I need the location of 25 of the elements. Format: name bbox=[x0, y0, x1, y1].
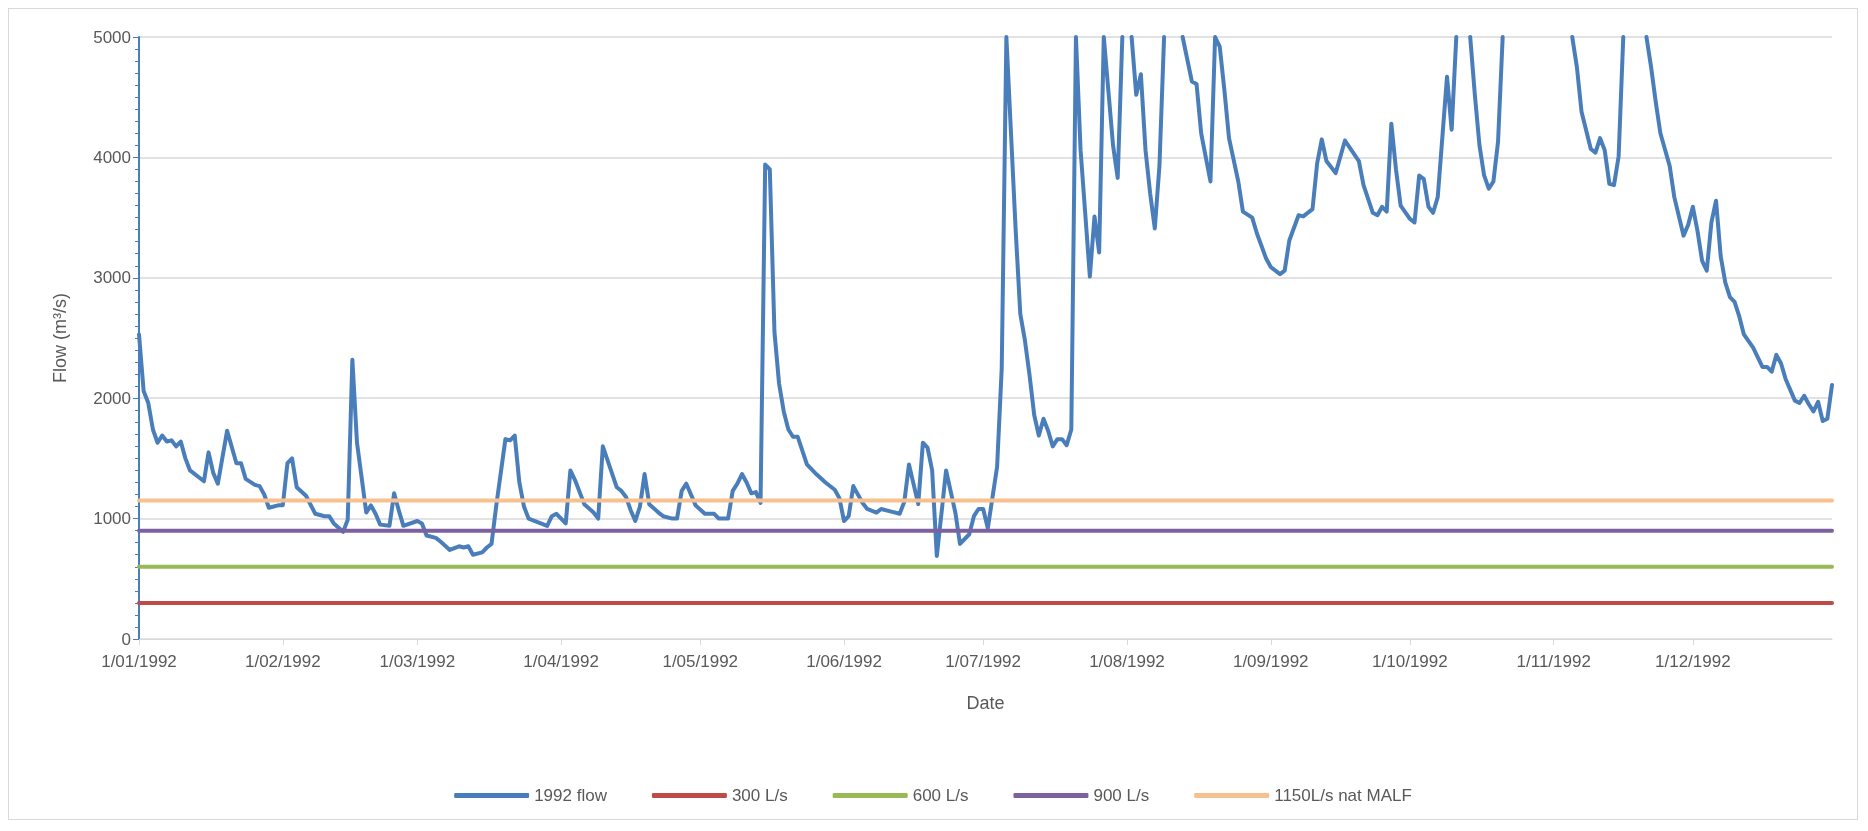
y-tick-label: 2000 bbox=[93, 388, 131, 408]
x-tick-label: 1/03/1992 bbox=[379, 652, 456, 671]
y-tick-label: 4000 bbox=[93, 147, 131, 167]
x-axis-title: Date bbox=[966, 693, 1005, 713]
y-axis-title: Flow (m³/s) bbox=[50, 293, 70, 383]
legend-label: 900 L/s bbox=[1093, 786, 1150, 805]
y-tick-label: 0 bbox=[121, 629, 131, 649]
legend-label: 1992 flow bbox=[534, 786, 608, 805]
x-tick-label: 1/09/1992 bbox=[1232, 652, 1309, 671]
x-tick-label: 1/04/1992 bbox=[523, 652, 599, 671]
legend-label: 600 L/s bbox=[912, 786, 969, 805]
x-tick-label: 1/12/1992 bbox=[1655, 652, 1731, 671]
y-tick-label: 5000 bbox=[93, 27, 131, 47]
x-tick-label: 1/08/1992 bbox=[1089, 652, 1165, 671]
x-tick-label: 1/07/1992 bbox=[945, 652, 1021, 671]
x-tick-label: 1/06/1992 bbox=[806, 652, 882, 671]
legend-label: 300 L/s bbox=[731, 786, 788, 805]
y-tick-label: 1000 bbox=[93, 509, 131, 529]
y-tick-label: 3000 bbox=[93, 268, 131, 288]
x-tick-label: 1/05/1992 bbox=[662, 652, 739, 671]
x-tick-label: 1/11/1992 bbox=[1516, 652, 1591, 671]
legend-label: 1150L/s nat MALF bbox=[1274, 786, 1412, 805]
x-tick-label: 1/10/1992 bbox=[1372, 652, 1448, 671]
x-tick-label: 1/02/1992 bbox=[244, 652, 321, 671]
x-tick-label: 1/01/1992 bbox=[101, 652, 177, 671]
